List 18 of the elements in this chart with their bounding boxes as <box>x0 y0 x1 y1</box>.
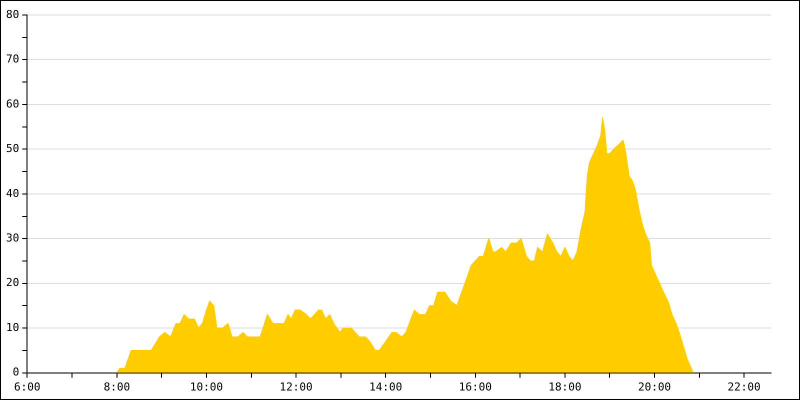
y-tick-label: 50 <box>6 142 20 156</box>
x-tick-label: 10:00 <box>190 380 224 394</box>
x-tick-label: 20:00 <box>638 380 672 394</box>
y-tick-label: 0 <box>12 366 20 379</box>
x-tick-label: 16:00 <box>458 380 492 394</box>
y-tick-label: 20 <box>6 276 20 290</box>
x-tick-label: 22:00 <box>728 380 761 394</box>
x-tick-label: 18:00 <box>548 380 582 394</box>
x-tick-label: 12:00 <box>280 380 313 394</box>
x-tick-label: 14:00 <box>369 380 402 394</box>
y-tick-label: 70 <box>6 52 20 66</box>
x-tick-label: 6:00 <box>14 380 40 394</box>
y-tick-label: 40 <box>6 186 20 200</box>
y-tick-label: 80 <box>6 8 20 21</box>
y-tick-label: 60 <box>6 97 20 110</box>
y-tick-label: 10 <box>6 320 20 334</box>
y-tick-label: 30 <box>6 231 20 244</box>
x-tick-label: 8:00 <box>104 380 130 394</box>
